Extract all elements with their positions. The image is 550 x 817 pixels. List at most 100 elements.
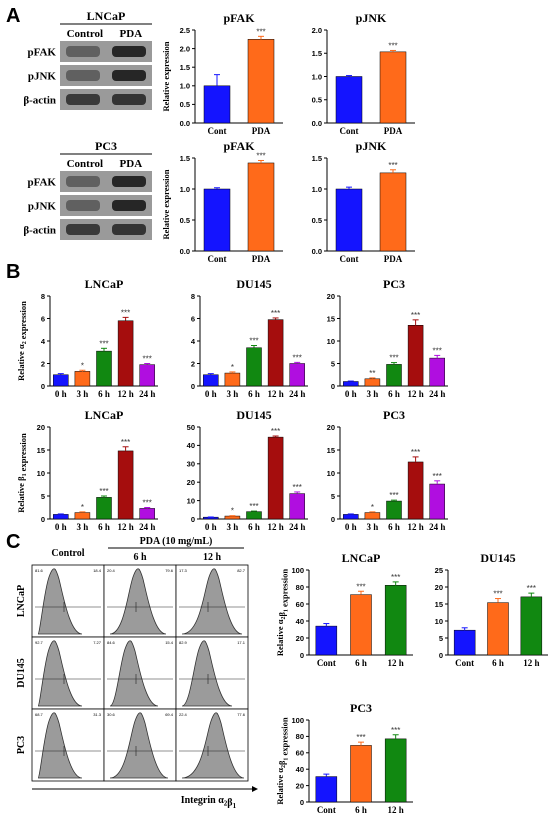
bar (139, 508, 155, 520)
x-tick-label: 12 h (388, 805, 404, 815)
y-tick-label: 20 (327, 423, 335, 432)
significance-label: * (231, 507, 234, 516)
flow-gate-value: 69.4 (165, 712, 174, 717)
x-tick-label: 0 h (205, 522, 217, 532)
chart-b-pc3-b1: 0 5 10 15 20 PC3 0 h * 3 h *** 6 h *** 12 h *** 24 h (327, 408, 448, 532)
blot-pc3: PC3 Control PDA pFAK pJNK β-actin (23, 139, 152, 240)
significance-label: *** (99, 487, 108, 496)
x-tick-label: 6 h (355, 805, 367, 815)
significance-label: *** (356, 733, 365, 742)
y-tick-label: 0 (41, 382, 45, 391)
y-tick-label: 20 (187, 478, 195, 487)
significance-label: *** (293, 483, 302, 492)
y-tick-label: 0.0 (180, 247, 190, 256)
blot-row-label: β-actin (23, 225, 56, 237)
chart-title: PC3 (383, 277, 405, 291)
blot-band (66, 200, 100, 211)
bar (520, 596, 543, 656)
y-tick-label: 80 (296, 732, 304, 741)
bar (139, 364, 155, 387)
significance-label: *** (389, 354, 398, 363)
x-tick-label: 12 h (407, 389, 423, 399)
x-tick-label: 0 h (55, 389, 67, 399)
significance-label: *** (143, 355, 152, 364)
y-tick-label: 0.5 (312, 216, 322, 225)
chart-title: LNCaP (342, 551, 381, 565)
flow-gate-value: 31.3 (93, 712, 102, 717)
x-tick-label: 24 h (429, 522, 445, 532)
bar (246, 347, 262, 387)
significance-label: *** (527, 584, 536, 593)
x-tick-label: 6 h (248, 522, 260, 532)
chart-title: pFAK (223, 11, 255, 25)
blot-cell-title: LNCaP (87, 9, 126, 23)
x-tick-label: 3 h (227, 522, 239, 532)
blot-band (112, 224, 146, 235)
flow-gate-value: 77.6 (237, 712, 246, 717)
blot-condition-label: PDA (120, 158, 143, 170)
bar (203, 85, 231, 124)
flow-gate-value: 79.6 (165, 568, 174, 573)
x-tick-label: 0 h (345, 522, 357, 532)
x-tick-label: 3 h (227, 389, 239, 399)
flow-gate-value: 68.7 (35, 712, 44, 717)
x-tick-label: Cont (339, 254, 358, 264)
y-tick-label: 5 (331, 359, 335, 368)
bar (386, 500, 402, 520)
chart-c-lncap: 0 20 40 60 80 100 LNCaP Relative α2β1 expressio… (275, 551, 413, 668)
y-tick-label: 30 (187, 460, 195, 469)
y-axis-label: Relative α2β1 expression (275, 717, 289, 805)
y-tick-label: 0.5 (312, 96, 322, 105)
blot-row-label: pFAK (27, 47, 56, 59)
x-tick-label: Cont (339, 126, 358, 136)
bar (429, 357, 445, 387)
chart-b-lncap-b1: 0 5 10 15 20 LNCaP Relative β1 expression 0 h * 3… (16, 408, 158, 532)
flow-gate-value: 17.1 (237, 640, 246, 645)
significance-label: *** (293, 353, 302, 362)
x-tick-label: 24 h (139, 389, 155, 399)
chart-a-lncap-pfak: 0.0 0.5 1.0 1.5 2.0 2.5 pFAK Relative expressio… (161, 11, 283, 136)
y-tick-label: 5 (331, 492, 335, 501)
bar (224, 372, 241, 387)
chart-b-lncap-a2: 0 2 4 6 8 LNCaP Relative α2 expression 0 h * 3 h *… (16, 277, 158, 399)
bar (315, 625, 338, 656)
y-tick-label: 4 (41, 337, 46, 346)
y-tick-label: 8 (191, 292, 195, 301)
flow-gate-value: 20.4 (107, 568, 116, 573)
y-tick-label: 0.0 (312, 247, 322, 256)
y-tick-label: 0 (191, 515, 195, 524)
y-axis-label: Relative expression (161, 41, 171, 111)
bar (247, 39, 275, 124)
x-tick-label: Cont (317, 658, 336, 668)
y-tick-label: 20 (327, 292, 335, 301)
bar (343, 514, 359, 520)
y-tick-label: 80 (296, 583, 304, 592)
bar (407, 325, 424, 387)
y-tick-label: 1.0 (180, 185, 190, 194)
y-tick-label: 1.5 (180, 63, 190, 72)
chart-title: LNCaP (85, 408, 124, 422)
bar (343, 381, 359, 387)
flow-gate-value: 22.4 (179, 712, 188, 717)
significance-label: *** (249, 502, 258, 511)
y-tick-label: 6 (191, 314, 195, 323)
y-tick-label: 5 (439, 634, 443, 643)
x-tick-label: 12 h (523, 658, 539, 668)
x-tick-label: 0 h (345, 389, 357, 399)
y-tick-label: 20 (435, 583, 443, 592)
y-tick-label: 1.0 (312, 185, 322, 194)
significance-label: *** (389, 491, 398, 500)
y-tick-label: 100 (291, 716, 304, 725)
significance-label: *** (391, 726, 400, 735)
flow-row-label: DU145 (16, 658, 27, 687)
flow-histogram (37, 712, 83, 779)
flow-gate-value: 18.4 (93, 568, 102, 573)
significance-label: *** (249, 337, 258, 346)
bar (203, 188, 231, 252)
chart-a-pc3-pfak: 0.0 0.5 1.0 1.5 pFAK Relative expression Cont *… (161, 139, 283, 264)
y-tick-label: 60 (296, 749, 304, 758)
y-tick-label: 1.5 (312, 154, 322, 163)
bar (386, 364, 402, 387)
significance-label: * (231, 363, 234, 372)
